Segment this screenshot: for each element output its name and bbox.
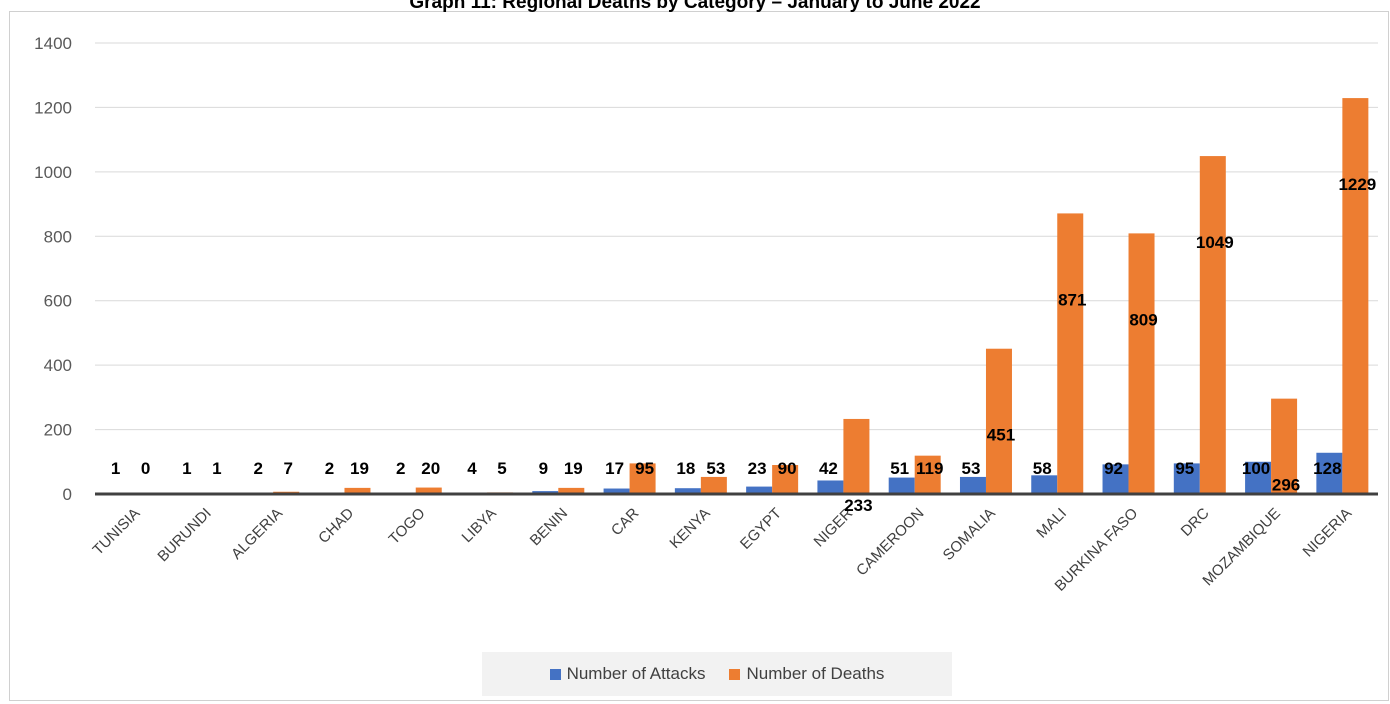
bar-attacks [1031, 475, 1058, 494]
x-tick-label: MOZAMBIQUE [1199, 505, 1284, 590]
bar-attacks [1316, 452, 1343, 494]
legend-item-deaths: Number of Deaths [729, 664, 884, 684]
bar-deaths [843, 418, 870, 494]
y-tick-label: 800 [44, 227, 72, 246]
bar-deaths [1342, 98, 1369, 494]
bar-attacks [1173, 463, 1200, 494]
y-tick-label: 600 [44, 292, 72, 311]
bar-deaths [344, 487, 371, 494]
x-tick-label: TUNISIA [90, 505, 144, 559]
bar-attacks [674, 488, 701, 494]
legend-label-deaths: Number of Deaths [746, 664, 885, 683]
x-tick-label: KENYA [666, 505, 713, 552]
data-label-attacks: 2 [253, 459, 262, 478]
bar-deaths [772, 465, 799, 494]
x-tick-label: LIBYA [459, 505, 500, 546]
legend-swatch-deaths [729, 668, 741, 680]
x-tick-label: DRC [1178, 505, 1213, 540]
x-tick-label: BENIN [527, 505, 571, 549]
data-label-deaths: 1 [212, 459, 221, 478]
x-tick-label: SOMALIA [940, 505, 999, 564]
bar-attacks [1102, 464, 1129, 494]
data-label-deaths: 871 [1058, 290, 1086, 309]
x-tick-label: BURUNDI [154, 505, 214, 565]
data-label-deaths: 90 [778, 459, 797, 478]
bars [104, 98, 1369, 495]
bar-deaths [558, 487, 585, 494]
data-label-deaths: 95 [635, 459, 654, 478]
x-tick-label: EGYPT [737, 505, 785, 553]
data-label-deaths: 53 [706, 459, 725, 478]
data-label-attacks: 1 [111, 459, 120, 478]
bar-deaths [629, 463, 656, 494]
data-label-deaths: 1049 [1196, 233, 1234, 252]
bar-deaths [914, 455, 941, 494]
data-label-deaths: 119 [916, 459, 943, 478]
x-tick-label: CHAD [315, 505, 357, 547]
y-tick-label: 0 [63, 485, 72, 504]
y-tick-label: 200 [44, 421, 72, 440]
data-label-attacks: 51 [890, 459, 909, 478]
data-label-deaths: 0 [141, 459, 150, 478]
bar-attacks [746, 486, 773, 494]
bar-deaths [1199, 156, 1226, 494]
x-tick-label: CAMEROON [853, 505, 927, 579]
data-label-attacks: 1 [182, 459, 191, 478]
data-label-attacks: 42 [819, 459, 838, 478]
data-label-attacks: 128 [1313, 459, 1341, 478]
y-tick-label: 1200 [34, 98, 72, 117]
bar-deaths [700, 476, 727, 494]
bar-attacks [603, 488, 630, 494]
y-tick-label: 1400 [34, 34, 72, 53]
data-label-attacks: 9 [539, 459, 548, 478]
data-label-deaths: 809 [1129, 310, 1157, 329]
x-tick-label: MALI [1033, 505, 1070, 542]
x-tick-label: CAR [608, 505, 643, 540]
data-label-attacks: 23 [748, 459, 767, 478]
bar-deaths [985, 348, 1012, 494]
data-label-attacks: 18 [676, 459, 695, 478]
data-label-attacks: 17 [605, 459, 624, 478]
x-tick-label: NIGERIA [1300, 505, 1356, 561]
data-label-attacks: 2 [325, 459, 334, 478]
bar-attacks [888, 477, 915, 494]
legend-item-attacks: Number of Attacks [549, 664, 706, 684]
data-label-deaths: 1229 [1338, 175, 1376, 194]
data-label-attacks: 95 [1175, 459, 1194, 478]
data-label-deaths: 20 [421, 459, 440, 478]
bar-attacks [817, 480, 844, 494]
bar-attacks [959, 476, 986, 494]
data-label-attacks: 58 [1033, 459, 1052, 478]
y-tick-label: 1000 [34, 163, 72, 182]
x-tick-label: ALGERIA [228, 505, 286, 563]
x-tick-label: TOGO [386, 505, 429, 548]
data-label-deaths: 19 [564, 459, 583, 478]
data-label-deaths: 451 [987, 426, 1015, 445]
data-label-attacks: 2 [396, 459, 405, 478]
chart-frame [9, 11, 1389, 701]
data-label-attacks: 53 [962, 459, 981, 478]
data-label-attacks: 100 [1242, 459, 1270, 478]
data-label-deaths: 5 [497, 459, 506, 478]
legend: Number of Attacks Number of Deaths [482, 652, 952, 696]
bar-deaths [415, 487, 442, 494]
gridlines [95, 42, 1378, 431]
chart-title: Graph 11: Regional Deaths by Category – … [409, 0, 981, 13]
data-label-deaths: 296 [1272, 476, 1300, 495]
data-label-deaths: 233 [844, 496, 872, 515]
data-label-deaths: 19 [350, 459, 369, 478]
data-label-attacks: 92 [1104, 459, 1123, 478]
data-label-deaths: 7 [283, 459, 292, 478]
bar-attacks [1245, 461, 1272, 494]
bar-deaths [1271, 398, 1298, 494]
y-tick-label: 400 [44, 356, 72, 375]
bar-deaths [1057, 213, 1084, 494]
bar-deaths [1128, 233, 1155, 495]
legend-swatch-attacks [549, 668, 561, 680]
data-label-attacks: 4 [467, 459, 477, 478]
legend-label-attacks: Number of Attacks [566, 664, 706, 683]
